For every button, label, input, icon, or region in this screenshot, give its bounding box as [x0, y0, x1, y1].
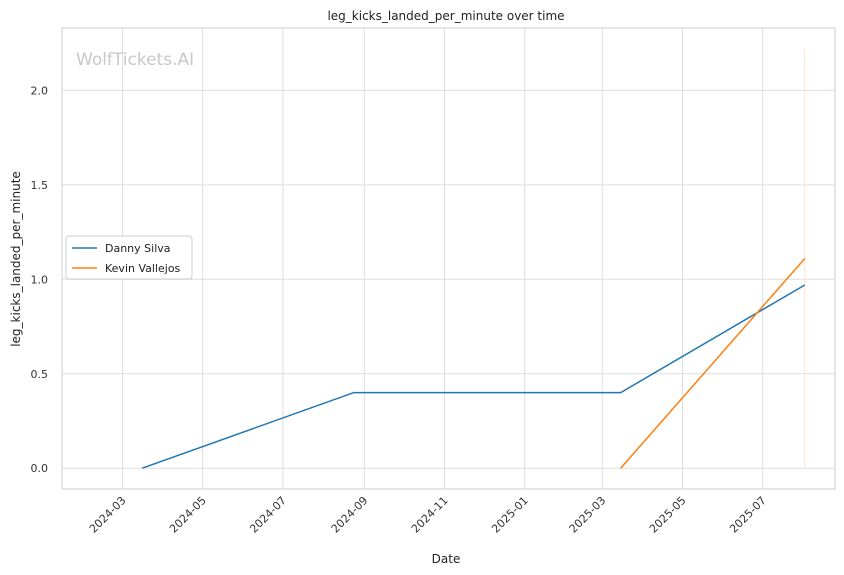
y-axis-title: leg_kicks_landed_per_minute [9, 171, 23, 347]
legend-frame [65, 235, 193, 280]
series-line-kevin-vallejos [620, 258, 806, 469]
y-axis: 0.0 0.5 1.0 1.5 2.0 [31, 84, 49, 475]
legend-label-danny-silva: Danny Silva [105, 242, 171, 255]
y-tick-label: 0.5 [31, 368, 49, 381]
y-tick-label: 2.0 [31, 84, 49, 97]
grid [62, 28, 835, 489]
series-line-danny-silva [141, 284, 806, 469]
x-axis-title: Date [432, 552, 461, 566]
y-tick-label: 1.5 [31, 179, 49, 192]
watermark: WolfTickets.AI [76, 50, 194, 70]
legend: Danny Silva Kevin Vallejos [65, 235, 193, 280]
series-lines [141, 258, 806, 469]
y-tick-label: 1.0 [31, 273, 49, 286]
y-tick-label: 0.0 [31, 462, 49, 475]
chart-title: leg_kicks_landed_per_minute over time [327, 9, 564, 23]
legend-label-kevin-vallejos: Kevin Vallejos [105, 262, 181, 275]
